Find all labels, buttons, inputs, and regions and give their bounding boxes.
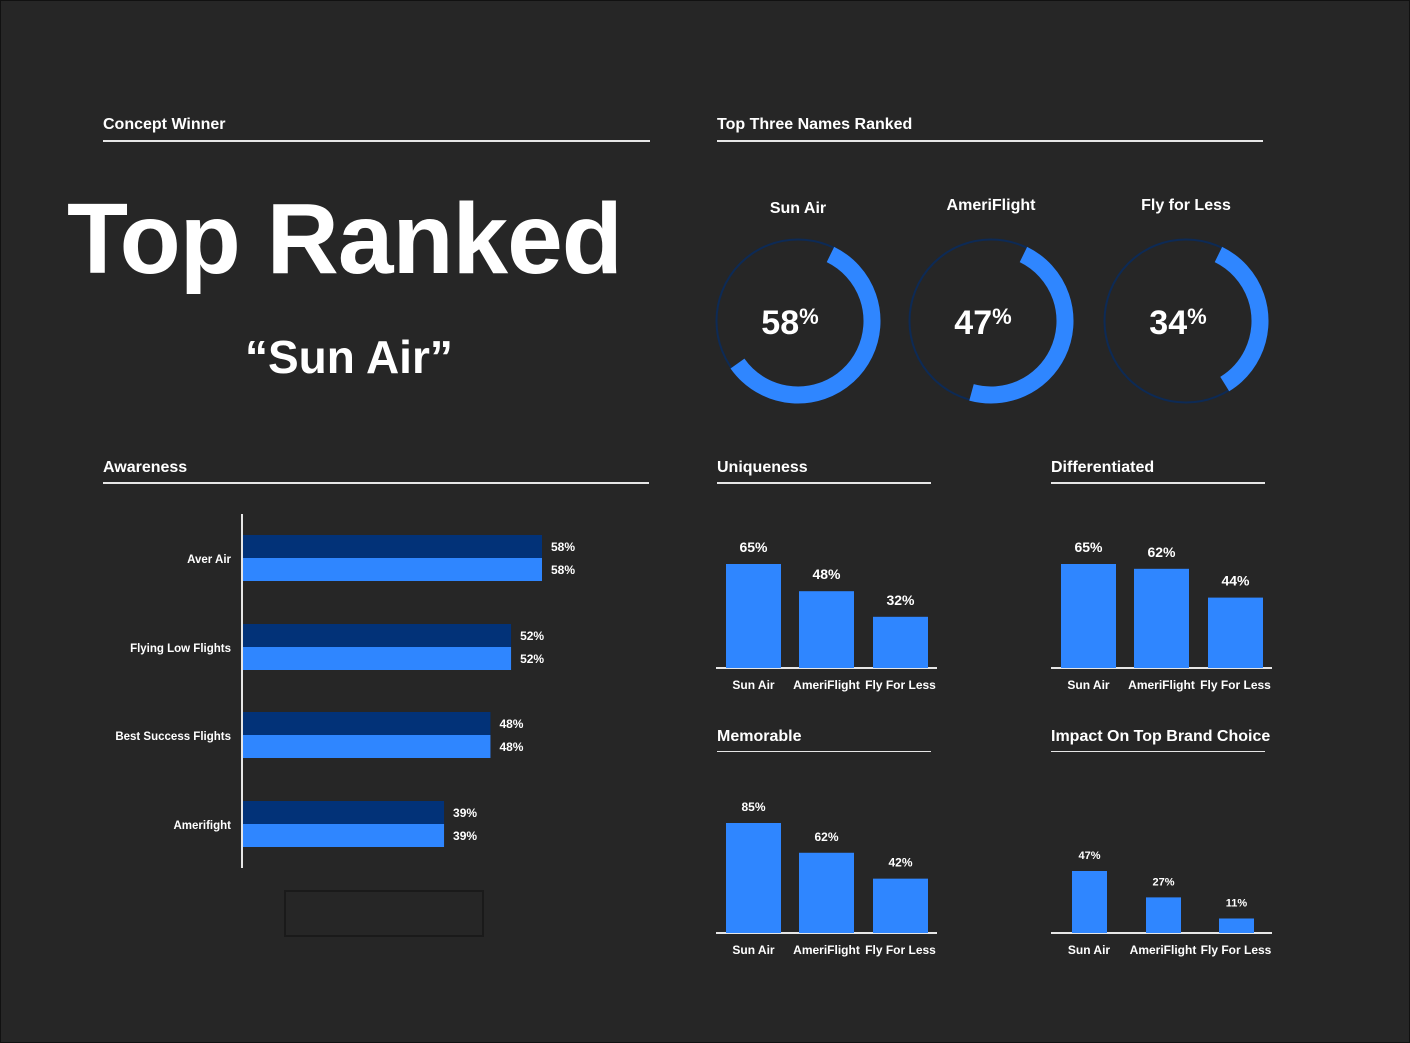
impact-bar-sun-air [1072, 871, 1107, 933]
impact-heading: Impact On Top Brand Choice [1051, 728, 1271, 745]
differentiated-heading: Differentiated [1051, 459, 1155, 476]
differentiated-value-ameriflight: 62% [1147, 544, 1176, 560]
donut-name-fly-for-less: Fly for Less [1141, 197, 1231, 214]
donut-value-ameriflight: 47% [954, 304, 1011, 342]
awareness-value-best-success-flights-1: 48% [499, 717, 523, 731]
awareness-value-aver-air-2: 58% [551, 563, 575, 577]
awareness-rule [103, 482, 649, 484]
uniqueness-category-sun-air: Sun Air [732, 678, 775, 692]
awareness-bar-amerifight-1 [243, 801, 445, 824]
impact-value-ameriflight: 27% [1152, 876, 1174, 888]
differentiated-category-ameriflight: AmeriFlight [1128, 678, 1195, 692]
hero-winner-name: “Sun Air” [245, 331, 453, 383]
awareness-label-best-success-flights: Best Success Flights [115, 731, 231, 743]
uniqueness-value-sun-air: 65% [739, 539, 768, 555]
legend-placeholder-box [284, 890, 484, 937]
uniqueness-value-ameriflight: 48% [812, 566, 841, 582]
awareness-bar-flying-low-flights-1 [243, 624, 512, 647]
awareness-bar-best-success-flights-1 [243, 712, 491, 735]
impact-rule [1051, 751, 1265, 752]
differentiated-bar-sun-air [1061, 564, 1116, 668]
awareness-value-amerifight-1: 39% [453, 806, 477, 820]
awareness-value-aver-air-1: 58% [551, 540, 575, 554]
memorable-value-fly-for-less: 42% [888, 856, 912, 870]
concept-winner-rule [103, 140, 650, 142]
impact-category-fly-for-less: Fly For Less [1201, 943, 1272, 957]
memorable-value-ameriflight: 62% [814, 830, 838, 844]
donut-name-ameriflight: AmeriFlight [947, 197, 1037, 214]
uniqueness-category-ameriflight: AmeriFlight [793, 678, 860, 692]
awareness-bar-amerifight-2 [243, 824, 445, 847]
differentiated-category-sun-air: Sun Air [1067, 678, 1110, 692]
top-three-rule [717, 140, 1263, 142]
memorable-category-fly-for-less: Fly For Less [865, 943, 936, 957]
donut-value-fly-for-less: 34% [1149, 304, 1206, 342]
memorable-rule [717, 751, 931, 752]
impact-category-sun-air: Sun Air [1068, 943, 1111, 957]
differentiated-bar-fly-for-less [1208, 597, 1263, 668]
impact-bar-chart: 47% Sun Air 27% AmeriFlight 11% Fly For Less [1051, 850, 1272, 957]
memorable-value-sun-air: 85% [741, 800, 765, 814]
donut-value-sun-air: 58% [761, 304, 818, 342]
awareness-bar-flying-low-flights-2 [243, 647, 512, 670]
awareness-bar-best-success-flights-2 [243, 735, 491, 758]
uniqueness-value-fly-for-less: 32% [886, 592, 915, 608]
top-three-heading: Top Three Names Ranked [717, 116, 913, 133]
impact-category-ameriflight: AmeriFlight [1130, 943, 1197, 957]
uniqueness-bar-fly-for-less [873, 616, 928, 668]
memorable-bar-ameriflight [799, 852, 854, 933]
impact-bar-fly-for-less [1219, 918, 1254, 933]
uniqueness-bar-ameriflight [799, 591, 854, 668]
impact-value-sun-air: 47% [1078, 850, 1100, 862]
awareness-bar-aver-air-2 [243, 558, 542, 581]
memorable-bar-chart: 85% Sun Air 62% AmeriFlight 42% Fly For Less [716, 800, 937, 957]
memorable-heading: Memorable [717, 728, 802, 745]
uniqueness-bar-chart: 65% Sun Air 48% AmeriFlight 32% Fly For Less [716, 539, 937, 692]
awareness-label-flying-low-flights: Flying Low Flights [130, 643, 231, 655]
differentiated-bar-ameriflight [1134, 568, 1189, 668]
top-three-donut-chart: Sun Air 58% AmeriFlight 47% Fly for Less 34% [715, 197, 1269, 404]
memorable-category-ameriflight: AmeriFlight [793, 943, 860, 957]
impact-bar-ameriflight [1146, 897, 1181, 933]
uniqueness-category-fly-for-less: Fly For Less [865, 678, 936, 692]
memorable-bar-sun-air [726, 823, 781, 933]
differentiated-bar-chart: 65% Sun Air 62% AmeriFlight 44% Fly For Less [1051, 539, 1272, 692]
differentiated-category-fly-for-less: Fly For Less [1200, 678, 1271, 692]
memorable-bar-fly-for-less [873, 878, 928, 933]
awareness-label-aver-air: Aver Air [187, 554, 231, 566]
concept-winner-heading: Concept Winner [103, 116, 226, 133]
awareness-heading: Awareness [103, 459, 188, 476]
uniqueness-heading: Uniqueness [717, 459, 808, 476]
uniqueness-bar-sun-air [726, 564, 781, 668]
awareness-bar-chart: Aver Air 58% 58% Flying Low Flights 52% 52% Be… [115, 514, 575, 868]
uniqueness-rule [717, 482, 931, 484]
impact-value-fly-for-less: 11% [1226, 897, 1248, 909]
awareness-value-best-success-flights-2: 48% [499, 740, 523, 754]
differentiated-rule [1051, 482, 1265, 484]
awareness-bar-aver-air-1 [243, 535, 542, 558]
awareness-value-amerifight-2: 39% [453, 829, 477, 843]
awareness-label-amerifight: Amerifight [174, 820, 232, 832]
differentiated-value-sun-air: 65% [1074, 539, 1103, 555]
donut-name-sun-air: Sun Air [770, 200, 826, 217]
differentiated-value-fly-for-less: 44% [1221, 573, 1250, 589]
memorable-category-sun-air: Sun Air [732, 943, 775, 957]
awareness-value-flying-low-flights-1: 52% [520, 629, 544, 643]
hero-title: Top Ranked [67, 183, 623, 295]
awareness-value-flying-low-flights-2: 52% [520, 652, 544, 666]
